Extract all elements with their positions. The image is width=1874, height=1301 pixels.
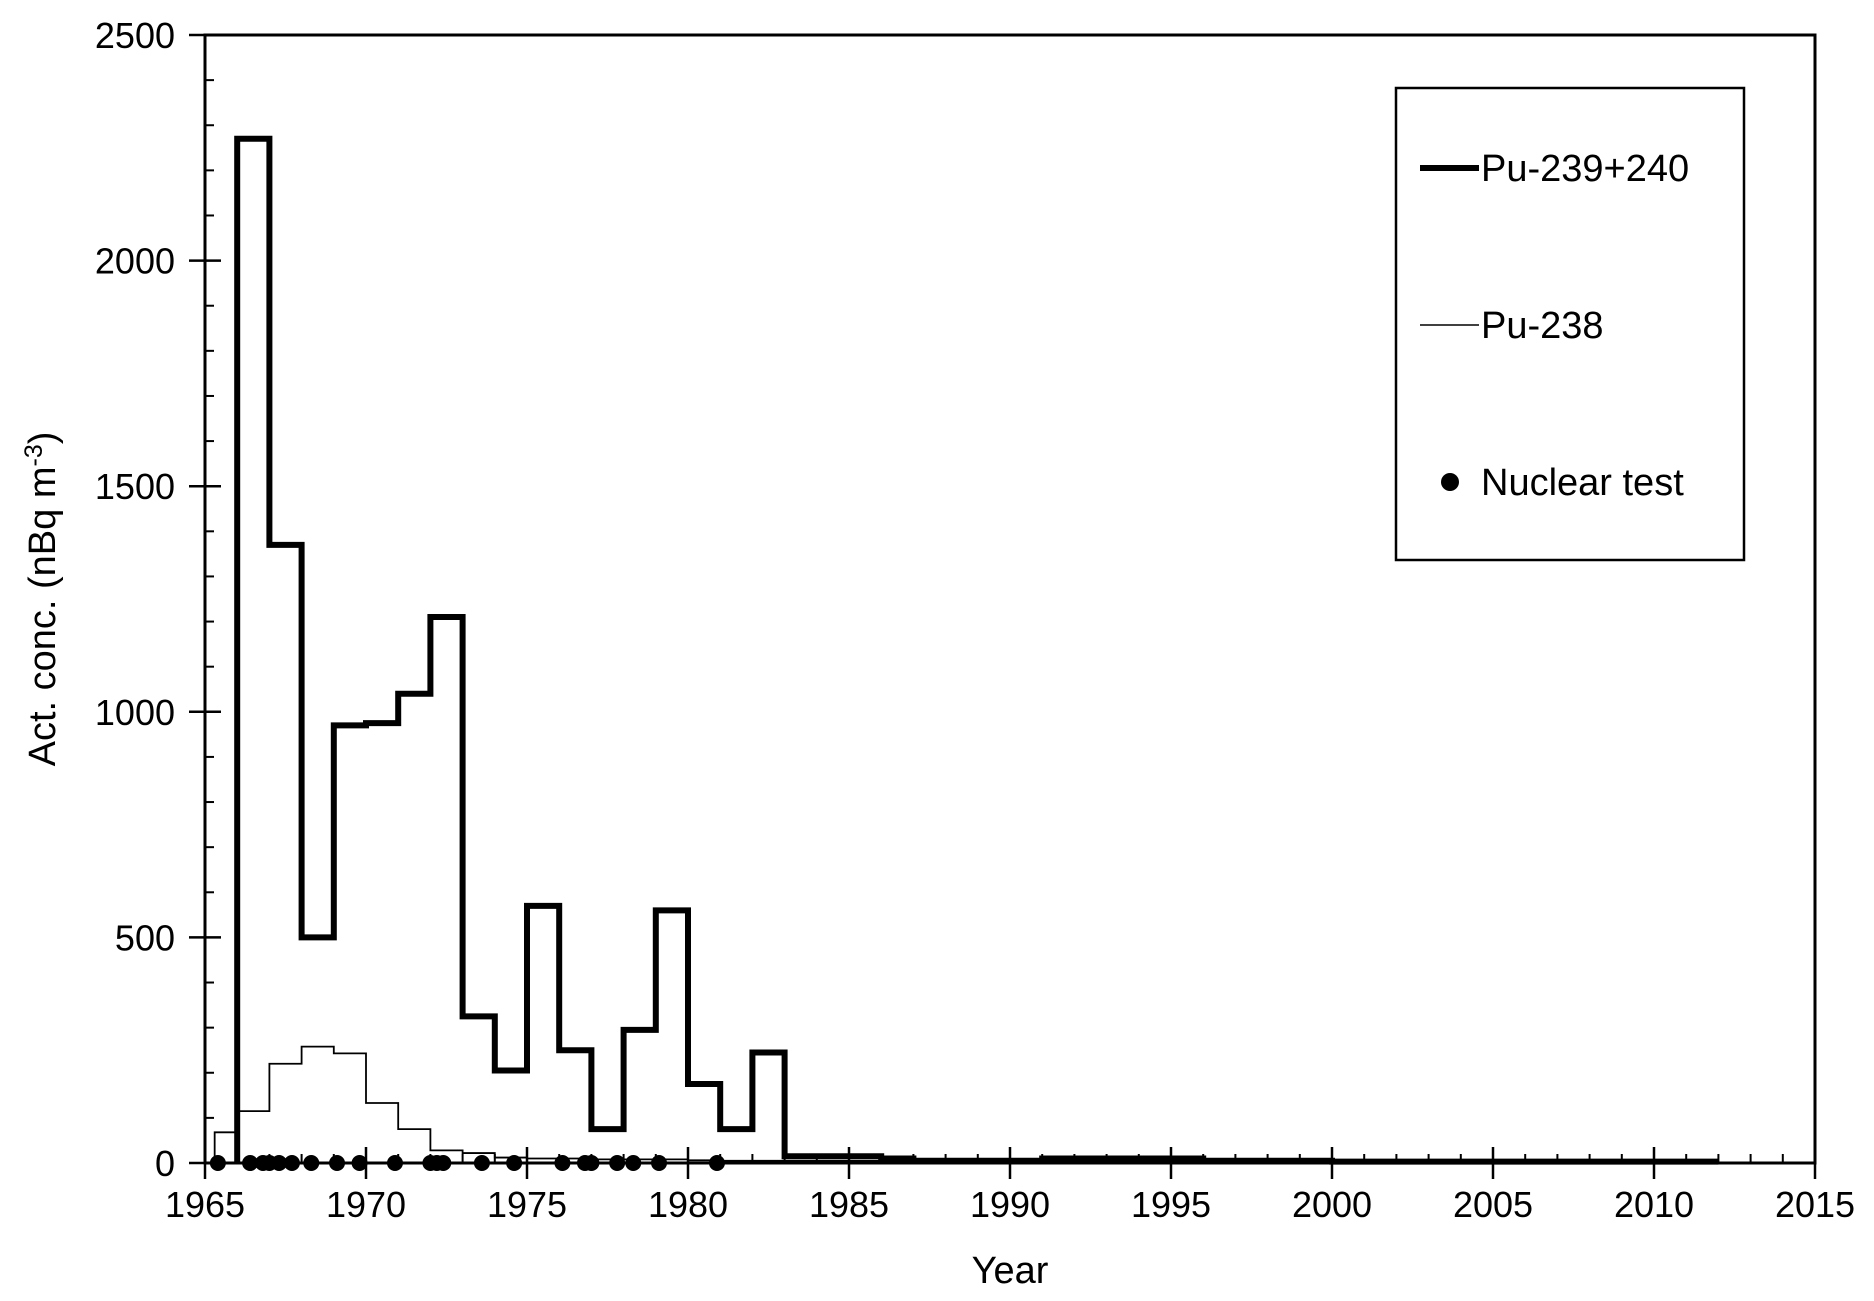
- x-tick-label: 1965: [165, 1184, 245, 1225]
- x-tick-label: 1980: [648, 1184, 728, 1225]
- y-tick-label: 500: [115, 917, 175, 958]
- x-tick-label: 2010: [1614, 1184, 1694, 1225]
- y-tick-label: 0: [155, 1143, 175, 1184]
- x-tick-label: 1995: [1131, 1184, 1211, 1225]
- y-tick-labels: 0 500 1000 1500 2000 2500: [95, 15, 175, 1184]
- legend-label-nuclear-test: Nuclear test: [1481, 462, 1684, 504]
- x-tick-label: 1990: [970, 1184, 1050, 1225]
- x-tick-label: 2005: [1453, 1184, 1533, 1225]
- y-axis-title: Act. conc. (nBq m-3): [20, 432, 64, 767]
- y-axis-title-superscript: -3: [20, 444, 48, 466]
- y-tick-label: 2500: [95, 15, 175, 56]
- x-tick-label: 1985: [809, 1184, 889, 1225]
- legend: Pu-239+240 Pu-238 Nuclear test: [1394, 86, 1746, 562]
- x-tick-label: 1975: [487, 1184, 567, 1225]
- series-line-pu238: [213, 1045, 1719, 1163]
- legend-label-pu238: Pu-238: [1481, 305, 1604, 347]
- legend-label-pu239-240: Pu-239+240: [1481, 148, 1689, 190]
- x-tick-label: 2015: [1775, 1184, 1855, 1225]
- y-axis-title-main: Act. conc. (nBq m: [22, 467, 64, 767]
- y-tick-label: 2000: [95, 241, 175, 282]
- y-tick-label: 1000: [95, 692, 175, 733]
- y-tick-label: 1500: [95, 466, 175, 507]
- y-axis-title-close: ): [22, 432, 64, 445]
- x-axis-title: Year: [972, 1250, 1049, 1292]
- x-tick-label: 2000: [1292, 1184, 1372, 1225]
- legend-marker-nuclear-test: [1441, 473, 1459, 491]
- plot-frame: [203, 33, 1817, 1165]
- x-tick-label: 1970: [326, 1184, 406, 1225]
- x-tick-labels: 1965 1970 1975 1980 1985 1990 1995 2000 2005 2010…: [165, 1184, 1855, 1225]
